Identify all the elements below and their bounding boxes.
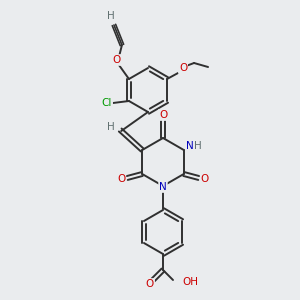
Text: Cl: Cl <box>102 98 112 108</box>
Text: OH: OH <box>182 277 198 287</box>
Text: H: H <box>107 11 115 21</box>
Text: O: O <box>146 279 154 289</box>
Text: N: N <box>159 182 167 192</box>
Text: O: O <box>179 63 187 73</box>
Text: O: O <box>201 174 209 184</box>
Text: O: O <box>117 174 125 184</box>
Text: H: H <box>194 141 202 151</box>
Text: N: N <box>186 141 194 151</box>
Text: O: O <box>113 55 121 65</box>
Text: H: H <box>107 122 115 132</box>
Text: O: O <box>159 110 167 120</box>
